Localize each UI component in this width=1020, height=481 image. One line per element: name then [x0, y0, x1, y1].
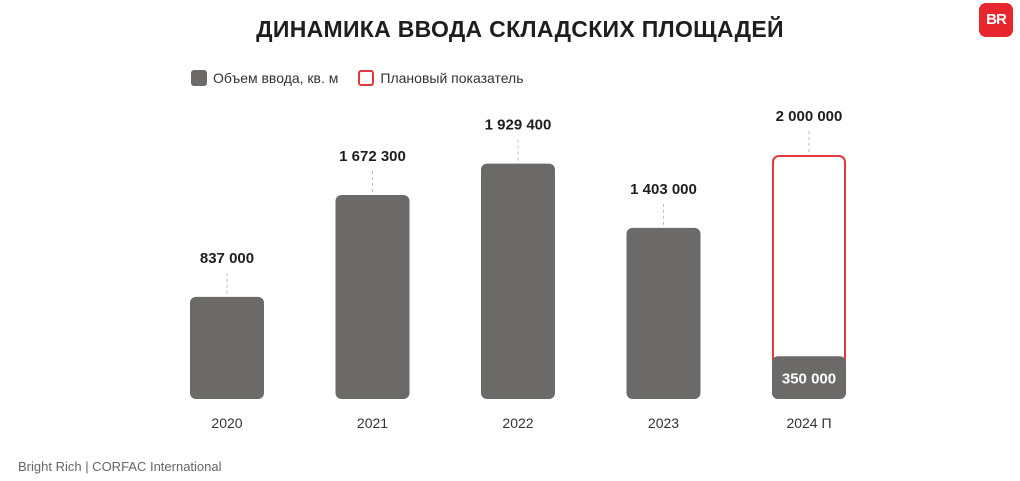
legend-item-actual: Объем ввода, кв. м — [191, 70, 338, 86]
bar — [190, 296, 264, 399]
bright-rich-logo: BR — [979, 3, 1013, 37]
category-label: 2020 — [211, 415, 242, 431]
value-label: 837 000 — [200, 250, 254, 267]
category-label: 2024 П — [786, 415, 831, 431]
chart-title: ДИНАМИКА ВВОДА СКЛАДСКИХ ПЛОЩАДЕЙ — [256, 16, 784, 42]
legend-label-plan: Плановый показатель — [380, 70, 524, 86]
legend-item-plan: Плановый показатель — [358, 70, 524, 86]
category-label: 2023 — [648, 415, 679, 431]
inner-value-label: 350 000 — [782, 371, 836, 388]
bar — [481, 163, 555, 399]
category-label: 2022 — [502, 415, 533, 431]
legend-label-actual: Объем ввода, кв. м — [213, 70, 339, 86]
source-footer: Bright Rich | CORFAC International — [18, 459, 222, 474]
bar — [772, 356, 846, 399]
value-label: 1 929 400 — [485, 117, 552, 134]
bar — [626, 227, 701, 399]
legend: Объем ввода, кв. м Плановый показатель — [191, 70, 544, 86]
value-label: 2 000 000 — [776, 108, 843, 125]
category-label: 2021 — [357, 415, 388, 431]
outline-square-icon — [358, 70, 375, 86]
value-label: 1 672 300 — [339, 148, 406, 165]
bar — [335, 194, 410, 399]
value-label: 1 403 000 — [630, 181, 697, 198]
filled-square-icon — [191, 70, 207, 86]
